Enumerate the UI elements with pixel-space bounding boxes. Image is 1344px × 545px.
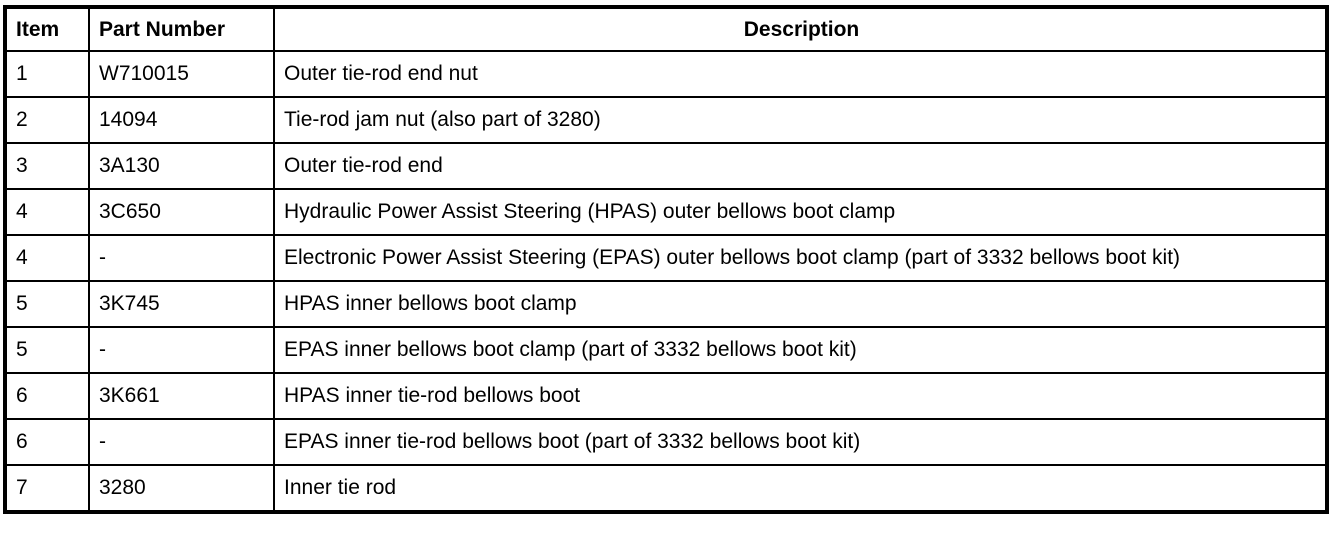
description-cell: Hydraulic Power Assist Steering (HPAS) o… <box>273 188 1328 236</box>
table-row: 4 3C650 Hydraulic Power Assist Steering … <box>4 188 1328 236</box>
item-cell: 6 <box>4 372 90 420</box>
description-cell: Outer tie-rod end <box>273 142 1328 190</box>
item-cell: 1 <box>4 50 90 98</box>
part-number-cell: - <box>88 234 275 282</box>
part-number-cell: 3K661 <box>88 372 275 420</box>
table-row: 4 - Electronic Power Assist Steering (EP… <box>4 234 1328 282</box>
description-cell: EPAS inner tie-rod bellows boot (part of… <box>273 418 1328 466</box>
description-cell: Electronic Power Assist Steering (EPAS) … <box>273 234 1328 282</box>
description-cell: Tie-rod jam nut (also part of 3280) <box>273 96 1328 144</box>
item-cell: 4 <box>4 188 90 236</box>
table-row: 5 3K745 HPAS inner bellows boot clamp <box>4 280 1328 328</box>
item-cell: 5 <box>4 280 90 328</box>
part-number-cell: W710015 <box>88 50 275 98</box>
description-cell: Outer tie-rod end nut <box>273 50 1328 98</box>
table-row: 6 - EPAS inner tie-rod bellows boot (par… <box>4 418 1328 466</box>
item-cell: 6 <box>4 418 90 466</box>
item-cell: 5 <box>4 326 90 374</box>
part-number-cell: 3C650 <box>88 188 275 236</box>
table-row: 5 - EPAS inner bellows boot clamp (part … <box>4 326 1328 374</box>
table-row: 1 W710015 Outer tie-rod end nut <box>4 50 1328 98</box>
description-cell: EPAS inner bellows boot clamp (part of 3… <box>273 326 1328 374</box>
column-header-description: Description <box>273 6 1328 52</box>
part-number-cell: 3A130 <box>88 142 275 190</box>
part-number-cell: - <box>88 418 275 466</box>
column-header-part-number: Part Number <box>88 6 275 52</box>
table-row: 3 3A130 Outer tie-rod end <box>4 142 1328 190</box>
table-row: 7 3280 Inner tie rod <box>4 464 1328 513</box>
description-cell: HPAS inner tie-rod bellows boot <box>273 372 1328 420</box>
part-number-cell: - <box>88 326 275 374</box>
part-number-cell: 3280 <box>88 464 275 513</box>
header-row: Item Part Number Description <box>4 6 1328 52</box>
item-cell: 2 <box>4 96 90 144</box>
part-number-cell: 14094 <box>88 96 275 144</box>
part-number-cell: 3K745 <box>88 280 275 328</box>
table-row: 6 3K661 HPAS inner tie-rod bellows boot <box>4 372 1328 420</box>
item-cell: 7 <box>4 464 90 513</box>
item-cell: 4 <box>4 234 90 282</box>
description-cell: HPAS inner bellows boot clamp <box>273 280 1328 328</box>
description-cell: Inner tie rod <box>273 464 1328 513</box>
parts-table: Item Part Number Description 1 W710015 O… <box>3 5 1329 514</box>
column-header-item: Item <box>4 6 90 52</box>
item-cell: 3 <box>4 142 90 190</box>
table-row: 2 14094 Tie-rod jam nut (also part of 32… <box>4 96 1328 144</box>
